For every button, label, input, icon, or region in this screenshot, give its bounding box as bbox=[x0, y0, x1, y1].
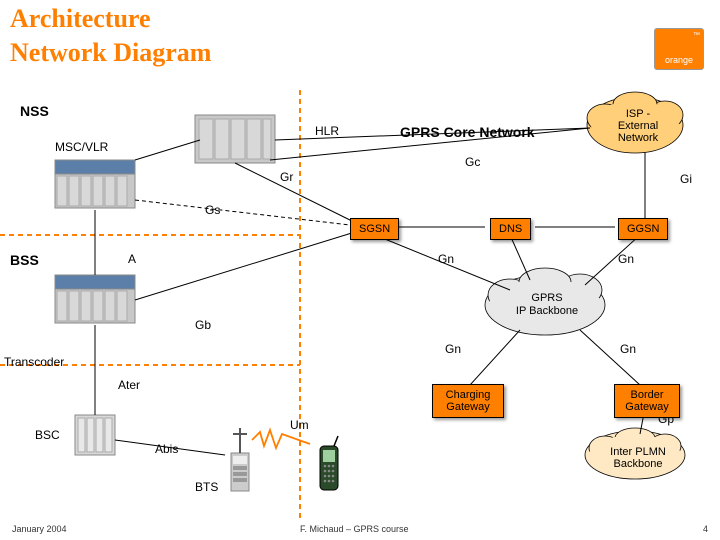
label-gprs-ip: GPRSIP Backbone bbox=[512, 292, 582, 317]
label-um: Um bbox=[290, 418, 309, 432]
box-charging: Charging Gateway bbox=[432, 384, 504, 418]
label-gn4: Gn bbox=[620, 342, 636, 356]
label-gb: Gb bbox=[195, 318, 211, 332]
label-ater: Ater bbox=[118, 378, 140, 392]
label-gc: Gc bbox=[465, 155, 480, 169]
label-abis: Abis bbox=[155, 442, 178, 456]
label-gn2: Gn bbox=[618, 252, 634, 266]
label-bsc: BSC bbox=[35, 428, 60, 442]
title-line1: Architecture bbox=[10, 4, 151, 34]
rack-bsc bbox=[75, 415, 115, 455]
label-gprs-core: GPRS Core Network bbox=[400, 124, 535, 140]
footer-left: January 2004 bbox=[12, 524, 67, 534]
bts-tower bbox=[231, 428, 249, 491]
rack-mscvlr bbox=[55, 160, 135, 208]
footer-right: 4 bbox=[703, 524, 708, 534]
label-gr: Gr bbox=[280, 170, 293, 184]
rack-hlr bbox=[195, 115, 275, 163]
box-sgsn: SGSN bbox=[350, 218, 399, 240]
orange-logo: orange ™ bbox=[654, 28, 704, 70]
label-inter-plmn: Inter PLMN Backbone bbox=[606, 446, 670, 470]
label-transcoder: Transcoder bbox=[4, 355, 64, 369]
label-gi: Gi bbox=[680, 172, 692, 186]
logo-text: orange bbox=[665, 55, 693, 65]
title-line2: Network Diagram bbox=[10, 38, 211, 68]
box-dns: DNS bbox=[490, 218, 531, 240]
label-isp: ISP - External Network bbox=[610, 108, 666, 144]
label-nss: NSS bbox=[20, 103, 49, 119]
rack-bss bbox=[55, 275, 135, 323]
label-hlr: HLR bbox=[315, 124, 339, 138]
mobile-phone bbox=[320, 436, 338, 490]
label-a: A bbox=[128, 252, 136, 266]
box-border: Border Gateway bbox=[614, 384, 680, 418]
label-gs: Gs bbox=[205, 203, 220, 217]
box-ggsn: GGSN bbox=[618, 218, 668, 240]
footer-center: F. Michaud – GPRS course bbox=[300, 524, 409, 534]
label-mscvlr: MSC/VLR bbox=[55, 140, 108, 154]
label-bts: BTS bbox=[195, 480, 218, 494]
label-gn3: Gn bbox=[445, 342, 461, 356]
label-gn1: Gn bbox=[438, 252, 454, 266]
label-bss: BSS bbox=[10, 252, 39, 268]
